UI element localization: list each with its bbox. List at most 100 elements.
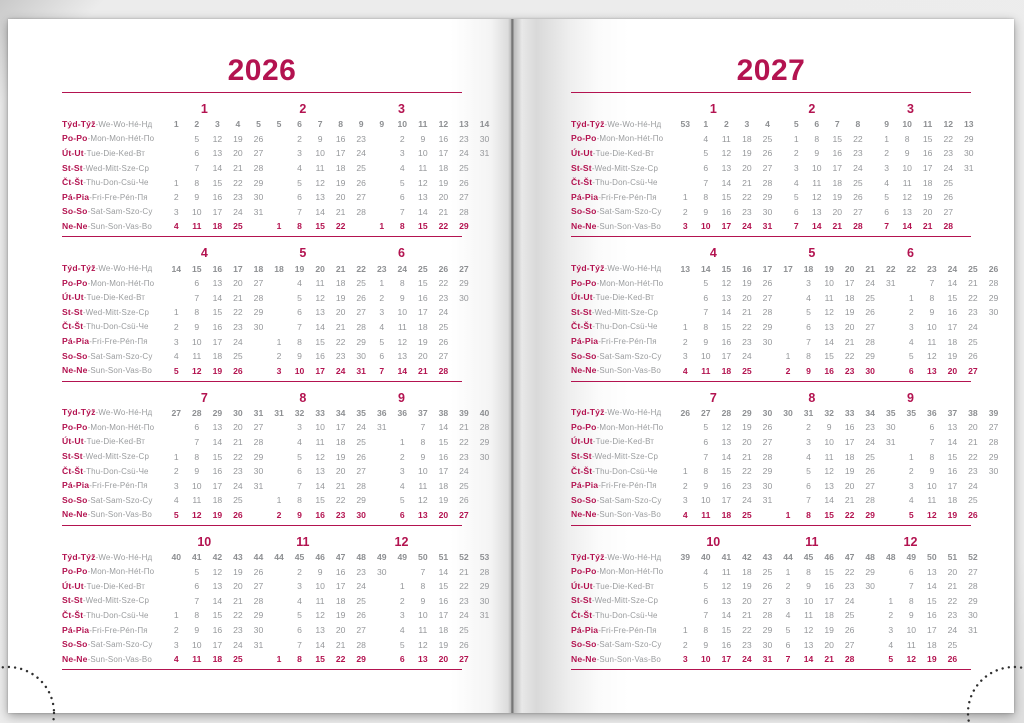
date-cell: 27 bbox=[762, 163, 773, 174]
row-label-en-de-hu-ru: -Tue-Die-Ked-Вт bbox=[592, 148, 655, 158]
week-number: 53 bbox=[479, 552, 490, 563]
date-cell bbox=[371, 466, 392, 476]
week-number: 40 bbox=[479, 407, 490, 418]
date-cell: 2 bbox=[297, 566, 302, 577]
month-column-group: 7 14 21 28 bbox=[166, 437, 269, 447]
date-cell: 21 bbox=[742, 610, 752, 621]
date-cell bbox=[269, 207, 290, 217]
month-column-group: 1 8 15 22 29 bbox=[901, 293, 1004, 303]
date-cell: 5 bbox=[194, 133, 200, 144]
month-column-group: 7 14 21 28 bbox=[778, 495, 901, 505]
month-column-group: 2 9 16 23 30 bbox=[901, 466, 1004, 476]
day-row: St-St-Wed-Mitt-Sze-Ср 7 14 21 28 4 11 18 25 2 9 16 2… bbox=[62, 594, 489, 609]
date-cell: 5 bbox=[379, 336, 385, 347]
date-cell: 17 bbox=[721, 495, 732, 506]
date-cell: 4 bbox=[884, 177, 889, 188]
date-cell: 21 bbox=[335, 480, 346, 491]
date-cell bbox=[757, 366, 778, 376]
date-cell: 13 bbox=[418, 192, 428, 203]
date-cell: 21 bbox=[844, 495, 855, 506]
month-column-group: 2 9 16 23 30 bbox=[371, 293, 474, 303]
week-number: 35 bbox=[356, 407, 366, 418]
date-cell: 26 bbox=[947, 654, 958, 665]
date-cell: 24 bbox=[742, 495, 752, 506]
date-cell: 4 bbox=[806, 292, 811, 303]
row-label: So-So-Sat-Sam-Szo-Су bbox=[571, 351, 675, 362]
date-cell: 17 bbox=[335, 581, 346, 592]
week-number: 31 bbox=[253, 407, 264, 418]
date-cell: 7 bbox=[703, 307, 709, 318]
month-column-group: 6 13 20 27 bbox=[269, 466, 392, 476]
row-label-cs-sk: St-St bbox=[571, 162, 592, 173]
week-number: 34 bbox=[865, 407, 875, 418]
month-column-group: 31 32 33 34 35 36 bbox=[269, 408, 392, 418]
date-cell: 2 bbox=[379, 292, 385, 303]
date-cell: 2 bbox=[785, 581, 791, 592]
date-cell: 20 bbox=[947, 365, 958, 376]
row-label-en-de-hu-ru: -Thu-Don-Csü-Че bbox=[83, 466, 149, 476]
date-cell: 12 bbox=[315, 610, 325, 621]
date-cell: 16 bbox=[418, 292, 428, 303]
week-number: 25 bbox=[418, 263, 428, 274]
date-cell: 26 bbox=[943, 192, 954, 203]
month-column-group: 4 11 18 25 bbox=[876, 178, 979, 188]
date-cell: 9 bbox=[703, 639, 709, 650]
row-label: Týd-Týž-We-Wo-Hé-Нд bbox=[571, 552, 675, 563]
date-cell: 28 bbox=[356, 639, 366, 650]
month-column-group: 7 14 21 28 bbox=[675, 178, 778, 188]
date-cell bbox=[675, 437, 696, 447]
date-cell: 28 bbox=[253, 163, 264, 174]
date-cell: 6 bbox=[703, 163, 709, 174]
date-cell: 23 bbox=[742, 639, 752, 650]
date-cell: 7 bbox=[703, 177, 709, 188]
page-content: 2026 1 2 3 Týd-Týž-We-Wo-Hé-Нд 1 2 3 4 5 5 6 7 8 9 9 10 1… bbox=[62, 19, 489, 670]
date-cell: 1 bbox=[399, 581, 405, 592]
row-label: Ne-Ne-Sun-Son-Vas-Во bbox=[62, 654, 166, 665]
calendar-quarter-block: 7 8 9 Týd-Týž-We-Wo-Hé-Нд 26 27 28 29 30 30 31 32 33… bbox=[571, 390, 998, 526]
month-column-group: 4 11 18 25 bbox=[166, 351, 269, 361]
date-cell: 10 bbox=[418, 148, 428, 159]
month-column-group: 7 14 21 28 bbox=[778, 654, 881, 664]
month-column-group: 2 9 16 23 30 bbox=[269, 567, 392, 577]
date-cell: 9 bbox=[297, 509, 302, 520]
month-column-group: 5 12 19 26 bbox=[269, 610, 392, 620]
date-cell: 25 bbox=[356, 595, 366, 606]
row-label-en-de-hu-ru: -Thu-Don-Csü-Че bbox=[592, 178, 658, 188]
date-cell: 2 bbox=[908, 307, 914, 318]
date-cell bbox=[269, 322, 290, 332]
date-cell: 16 bbox=[721, 206, 732, 217]
date-cell: 8 bbox=[806, 566, 811, 577]
date-cell bbox=[454, 307, 475, 317]
month-column-group: 44 45 46 47 48 bbox=[778, 552, 881, 562]
day-row: Pá-Pia-Fri-Fre-Pén-Пя 2 9 16 23 30 6 13 20 27 4 11 1… bbox=[62, 623, 469, 638]
date-cell bbox=[983, 495, 1004, 505]
row-label-en-de-hu-ru: -Tue-Die-Ked-Вт bbox=[83, 437, 146, 447]
date-cell: 19 bbox=[335, 292, 346, 303]
month-column-group: 5 12 19 26 bbox=[901, 351, 1004, 361]
date-cell: 10 bbox=[803, 595, 814, 606]
date-cell: 7 bbox=[420, 422, 426, 433]
row-label: Pá-Pia-Fri-Fre-Pén-Пя bbox=[62, 336, 166, 347]
month-column-group: 3 10 17 24 bbox=[778, 163, 877, 173]
date-cell: 27 bbox=[253, 422, 264, 433]
date-cell: 7 bbox=[908, 581, 914, 592]
date-cell: 2 bbox=[806, 422, 811, 433]
month-column-group: 5 12 19 26 bbox=[675, 581, 778, 591]
row-label-cs-sk: Ne-Ne bbox=[62, 220, 88, 231]
date-cell bbox=[371, 452, 392, 462]
sunday-row: Ne-Ne-Sun-Son-Vas-Во 4 11 18 25 1 8 15 22 1 8 15 22 2… bbox=[62, 219, 469, 234]
date-cell: 29 bbox=[964, 133, 974, 144]
date-cell: 9 bbox=[929, 307, 935, 318]
date-cell: 22 bbox=[844, 351, 855, 362]
date-cell: 7 bbox=[297, 639, 302, 650]
date-cell: 22 bbox=[947, 595, 958, 606]
date-cell: 7 bbox=[793, 221, 799, 232]
month-column-group: 2 9 16 23 30 bbox=[778, 366, 901, 376]
date-cell: 25 bbox=[233, 654, 243, 665]
date-cell: 12 bbox=[721, 581, 732, 592]
date-cell: 9 bbox=[703, 480, 709, 491]
month-column-group: 6 13 20 27 bbox=[166, 422, 269, 432]
week-number: 26 bbox=[680, 407, 691, 418]
month-column-group: 5 12 19 26 bbox=[166, 510, 269, 520]
month-column-group: 1 8 15 22 29 bbox=[880, 596, 983, 606]
